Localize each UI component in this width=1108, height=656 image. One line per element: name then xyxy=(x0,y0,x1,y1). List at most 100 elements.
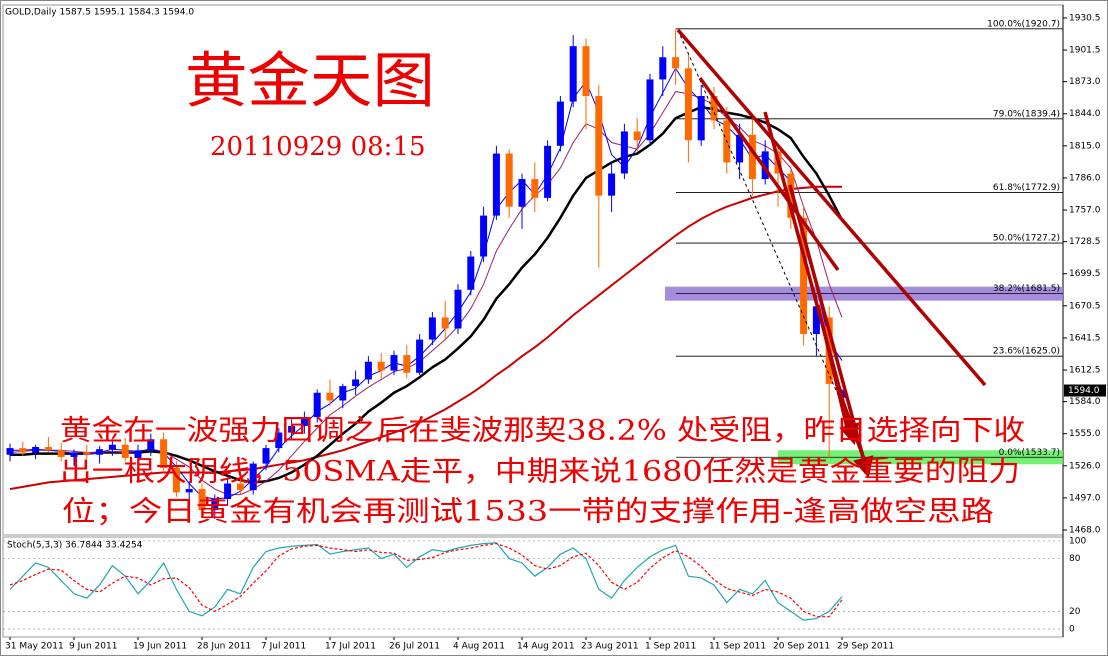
candle-body xyxy=(19,448,27,453)
candle-body xyxy=(620,131,628,174)
candle-body xyxy=(326,392,334,401)
candle-body xyxy=(492,153,500,216)
y-tick-label: 1612.5 xyxy=(1069,366,1101,376)
candle-body xyxy=(339,386,347,401)
candle-body xyxy=(121,444,129,459)
candle-body xyxy=(352,379,360,387)
candle-body xyxy=(44,446,52,451)
moving-average xyxy=(9,185,842,491)
trend-line xyxy=(698,76,840,272)
fib-label: 61.8%(1772.9) xyxy=(993,183,1060,193)
candle-body xyxy=(659,57,667,80)
candle-body xyxy=(787,173,795,218)
candle-body xyxy=(812,306,820,335)
y-tick-label: 1670.5 xyxy=(1069,301,1101,311)
y-tick-label: 1901.5 xyxy=(1069,46,1101,56)
candle-body xyxy=(454,289,462,329)
y-tick-label: 1786.0 xyxy=(1069,173,1101,183)
y-tick-label: 100 xyxy=(1069,536,1086,546)
x-tick-label: 11 Sep 2011 xyxy=(709,642,766,652)
x-tick-label: 26 Jul 2011 xyxy=(389,642,440,652)
candle-body xyxy=(185,489,193,493)
y-tick-label: 1468.0 xyxy=(1069,526,1101,536)
y-tick-label: 1815.0 xyxy=(1069,141,1101,151)
y-tick-label: 0 xyxy=(1069,624,1075,634)
candle-body xyxy=(172,468,180,493)
candle-body xyxy=(582,46,590,97)
y-tick-label: 1873.0 xyxy=(1069,77,1101,87)
candle-body xyxy=(518,179,526,207)
trend-lines xyxy=(676,28,987,479)
candle-body xyxy=(569,46,577,102)
x-tick-label: 7 Jul 2011 xyxy=(261,642,306,652)
candle-body xyxy=(147,439,155,451)
y-tick-label: 1526.0 xyxy=(1069,461,1101,471)
y-tick-label: 1555.0 xyxy=(1069,429,1101,439)
candle-body xyxy=(262,448,270,464)
candle-body xyxy=(300,417,308,426)
candle-body xyxy=(672,57,680,69)
y-tick-label: 1497.0 xyxy=(1069,493,1101,503)
candle-body xyxy=(633,131,641,141)
candle-body xyxy=(748,134,756,180)
y-tick-label: 1641.5 xyxy=(1069,333,1101,343)
x-tick-label: 29 Sep 2011 xyxy=(837,642,894,652)
candle-body xyxy=(467,256,475,290)
candle-body xyxy=(249,463,257,491)
annotation: 黄金在一波强力回调之后在斐波那契38.2% 处受阻，昨日选择向下收 xyxy=(60,414,1025,447)
fib-label: 100.0%(1920.7) xyxy=(987,19,1060,29)
candle-body xyxy=(761,151,769,180)
annotation: 位；今日黄金有机会再测试1533一带的支撑作用-逢高做空思路 xyxy=(62,495,994,528)
candle-body xyxy=(531,179,539,198)
x-tick-label: 20 Sep 2011 xyxy=(773,642,830,652)
candle-body xyxy=(211,499,219,511)
candle-body xyxy=(736,134,744,163)
candle-body xyxy=(83,452,91,455)
stoch-title: Stoch(5,3,3) 36.7844 33.4254 xyxy=(7,541,143,551)
x-tick-label: 19 Jun 2011 xyxy=(133,642,187,652)
y-tick-label: 1584.0 xyxy=(1069,397,1101,407)
fib-label: 79.0%(1839.4) xyxy=(993,109,1060,119)
fib-label: 23.6%(1625.0) xyxy=(993,347,1060,357)
subtitle: 20110929 08:15 xyxy=(210,132,426,162)
candle-body xyxy=(441,317,449,329)
overlay: GOLD,Daily 1587.5 1595.1 1584.3 1594.0 黄… xyxy=(5,8,1025,551)
fib-label: 0.0%(1533.7) xyxy=(999,448,1060,458)
trend-line xyxy=(788,184,874,479)
x-tick-label: 28 Jun 2011 xyxy=(197,642,251,652)
candle-body xyxy=(390,355,398,371)
stoch-line xyxy=(9,542,843,621)
candle-body xyxy=(70,452,78,457)
candle-body xyxy=(6,448,14,455)
trend-line xyxy=(816,304,850,433)
candle-body xyxy=(544,145,552,198)
candle-body xyxy=(608,173,616,196)
candle-body xyxy=(364,361,372,380)
y-tick-label: 1757.0 xyxy=(1069,206,1101,216)
candle-body xyxy=(595,96,603,196)
header: GOLD,Daily 1587.5 1595.1 1584.3 1594.0 xyxy=(5,8,194,18)
candle-body xyxy=(710,96,718,121)
fib-label: 38.2%(1681.5) xyxy=(993,284,1060,294)
candle-body xyxy=(428,317,436,340)
title: 黄金天图 xyxy=(185,47,435,117)
x-tick-label: 14 Aug 2011 xyxy=(517,642,575,652)
candle-body xyxy=(800,217,808,335)
x-tick-label: 1 Sep 2011 xyxy=(645,642,696,652)
y-tick-label: 1728.5 xyxy=(1069,237,1101,247)
x-tick-label: 4 Aug 2011 xyxy=(453,642,505,652)
x-tick-label: 23 Aug 2011 xyxy=(581,642,639,652)
y-tick-label: 20 xyxy=(1069,607,1081,617)
candle-body xyxy=(96,449,104,455)
annotation: 出一根大阴线，50SMA走平，中期来说1680任然是黄金重要的阻力 xyxy=(60,455,1020,488)
candle-body xyxy=(556,101,564,146)
last-price-label: 1594.0 xyxy=(1068,386,1100,396)
x-tick-label: 9 Jun 2011 xyxy=(69,642,117,652)
candle-body xyxy=(134,450,142,459)
trend-line xyxy=(836,387,870,471)
trend-line xyxy=(676,28,987,387)
candle-body xyxy=(416,339,424,373)
y-tick-label: 1844.0 xyxy=(1069,109,1101,119)
